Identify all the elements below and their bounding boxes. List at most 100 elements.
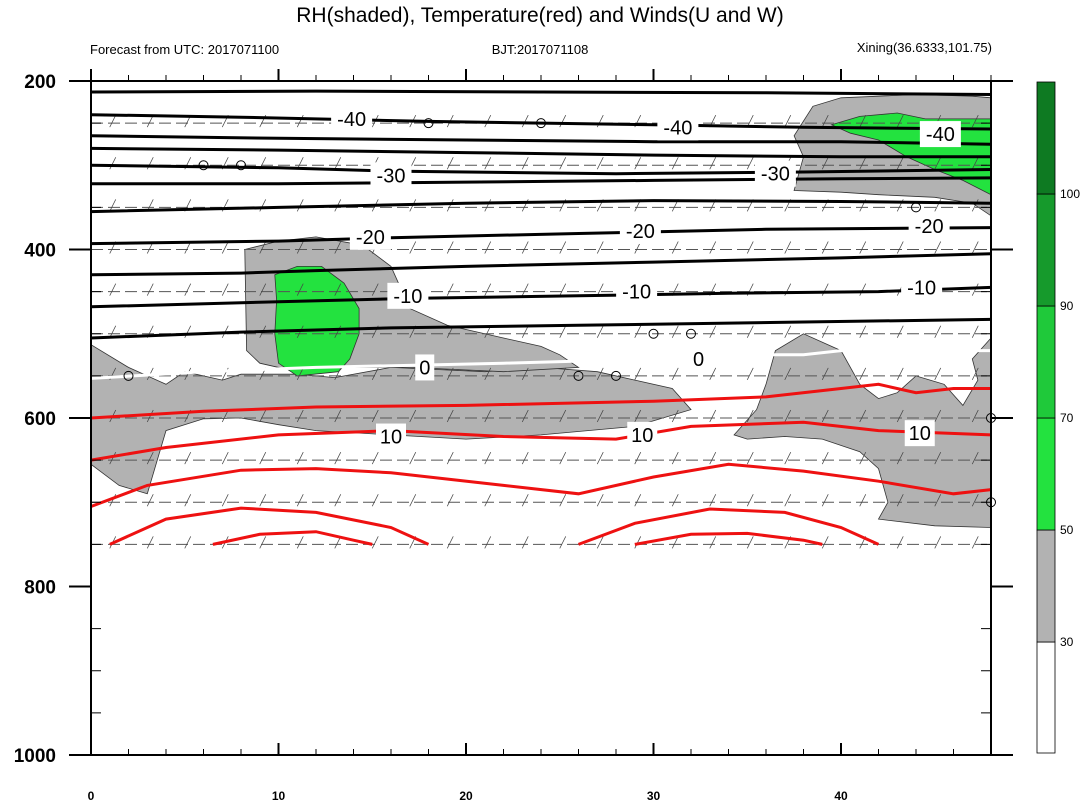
wind-barb-260 [821, 536, 829, 549]
wind-barb-187 [784, 409, 792, 423]
chart-title: RH(shaded), Temperature(red) and Winds(U… [296, 4, 783, 27]
temp-contour-positive-3 [90, 462, 992, 508]
contour-label-9: -10 [393, 286, 422, 308]
wind-barb-25 [109, 157, 117, 170]
wind-barb-264 [971, 536, 979, 549]
temp-contour-positive-5 [577, 507, 880, 546]
temp-contour-positive-6 [212, 530, 373, 546]
wind-barb-210 [746, 451, 754, 465]
wind-barb-173 [259, 409, 267, 423]
wind-barb-38 [596, 157, 604, 170]
wind-barb-263 [934, 536, 942, 549]
wind-barb-58 [446, 199, 454, 212]
colorbar-label-2: 50 [1060, 523, 1074, 537]
wind-barb-140 [821, 325, 829, 338]
wind-barb-163 [784, 367, 792, 381]
contour-label-11: -10 [907, 277, 936, 299]
wind-barb-245 [259, 536, 267, 549]
wind-barb-235 [784, 494, 792, 507]
calm-circle-10 [911, 202, 921, 213]
temp-contour-negative-8 [90, 226, 992, 246]
wind-barb-176 [371, 409, 379, 423]
calm-circle-2 [236, 160, 246, 171]
y-tick-label-4: 800 [24, 578, 56, 599]
station-label: Xining(36.6333,101.75) [857, 40, 992, 55]
wind-barb-184 [671, 409, 679, 423]
contour-label-15: 10 [631, 425, 653, 447]
wind-barb-46 [896, 157, 904, 170]
calm-circle-7 [123, 370, 134, 381]
wind-barb-37 [559, 157, 567, 170]
wind-barb-221 [259, 494, 267, 507]
contour-label-box-3 [919, 121, 961, 148]
wind-barb-106 [446, 283, 454, 296]
temp-contour-negative-7 [90, 199, 992, 214]
y-tick-label-5: 1000 [14, 746, 56, 767]
wind-barb-40 [671, 157, 679, 170]
wind-barb-162 [746, 367, 754, 381]
temp-contour-positive-4 [109, 506, 430, 546]
contour-label-box-10 [616, 278, 658, 305]
wind-barb-196 [221, 451, 229, 465]
wind-barb-209 [709, 451, 717, 465]
contour-label-box-7 [619, 217, 661, 244]
wind-barb-101 [259, 283, 267, 296]
wind-barb-172 [221, 409, 229, 423]
wind-barb-232 [671, 494, 679, 507]
contour-label-7: -20 [626, 221, 655, 243]
wind-barb-104 [371, 283, 379, 296]
wind-barb-170 [146, 409, 154, 423]
wind-barb-197 [259, 451, 267, 465]
temp-contour-zero [90, 349, 991, 380]
wind-barb-82 [446, 241, 454, 254]
wind-barb-97 [109, 283, 117, 296]
calm-circle-5 [648, 328, 659, 339]
temp-contour-negative-5 [90, 163, 992, 176]
wind-barb-236 [821, 494, 829, 507]
wind-barb-20 [821, 114, 829, 128]
wind-barb-96 [971, 241, 979, 254]
wind-barb-34 [446, 157, 454, 170]
rh-shading-layer [90, 94, 992, 528]
temp-contour-negative-2 [90, 113, 992, 131]
colorbar-segment-5 [1036, 193, 1056, 307]
wind-barb-127 [334, 325, 342, 338]
wind-barb-44 [821, 157, 829, 170]
wind-barb-31 [334, 157, 342, 170]
wind-barb-94 [896, 241, 904, 254]
temperature-contours [90, 89, 992, 546]
wind-barb-39 [634, 157, 642, 170]
wind-barb-233 [709, 494, 717, 507]
x-tick-label-3: 20 [459, 789, 473, 803]
wind-barb-109 [559, 283, 567, 296]
wind-barb-186 [746, 409, 754, 423]
wind-barb-83 [484, 241, 492, 254]
temp-contour-negative-1 [90, 89, 992, 96]
wind-barb-54 [296, 199, 304, 212]
wind-barb-21 [859, 114, 867, 128]
wind-barb-226 [446, 494, 454, 507]
wind-barb-248 [371, 536, 379, 549]
wind-barb-190 [896, 409, 904, 423]
wind-barb-153 [409, 367, 417, 381]
wind-barb-202 [446, 451, 454, 465]
wind-barb-138 [746, 325, 754, 338]
wind-barb-175 [334, 409, 342, 423]
wind-barb-201 [409, 451, 417, 465]
wind-barb-142 [896, 325, 904, 338]
wind-barb-53 [259, 199, 267, 212]
wind-barb-135 [634, 325, 642, 338]
rh-green-area-1 [274, 266, 360, 377]
calm-circle-1 [198, 160, 209, 171]
wind-barb-134 [596, 325, 604, 338]
wind-barb-85 [559, 241, 567, 254]
wind-barb-167 [934, 367, 942, 381]
wind-barb-228 [521, 494, 529, 507]
contour-label-box-1 [331, 105, 373, 132]
wind-barb-22 [896, 114, 904, 128]
contour-label-box-15 [627, 421, 658, 448]
wind-barb-12 [521, 114, 529, 128]
temp-contour-positive-1 [90, 382, 991, 420]
